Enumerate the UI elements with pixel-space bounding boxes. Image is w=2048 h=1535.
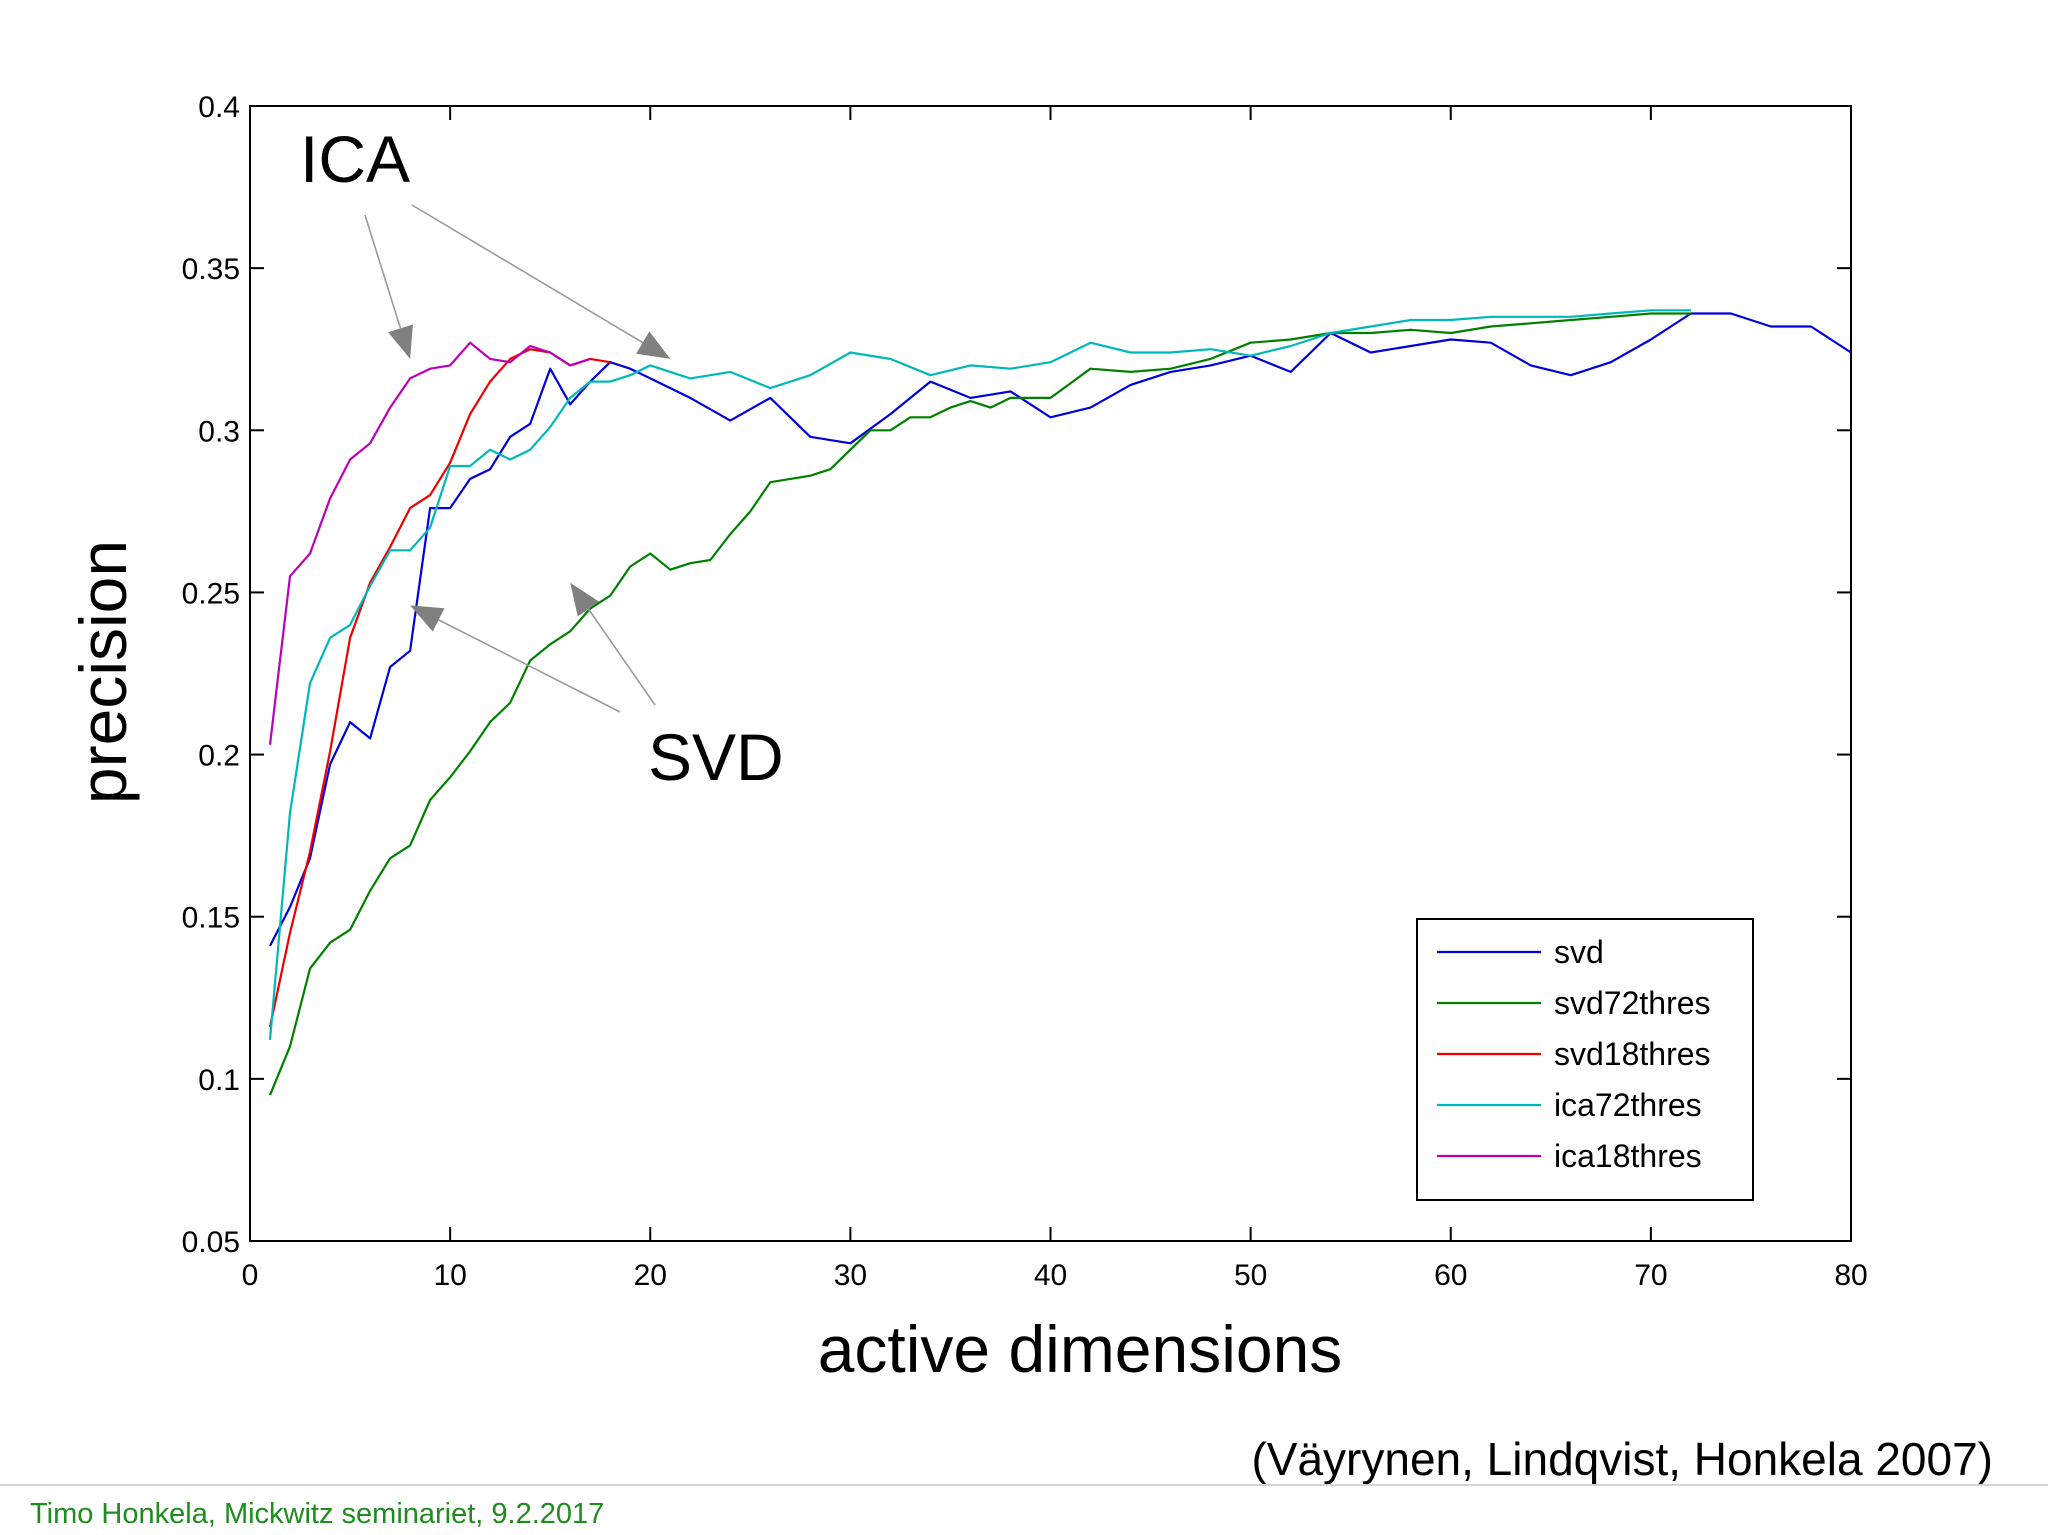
series-line-svd xyxy=(269,312,1852,947)
legend: svd svd72thres svd18thres ica72thres ica18th… xyxy=(1416,918,1754,1201)
x-tick-label: 30 xyxy=(834,1259,867,1292)
series-line-ica72thres xyxy=(268,309,1691,1040)
x-tick-label: 10 xyxy=(433,1259,466,1292)
annotation-arrow xyxy=(411,204,671,359)
arrow-shaft xyxy=(411,204,644,344)
x-axis-label: active dimensions xyxy=(818,1312,1343,1386)
x-tick-label: 60 xyxy=(1434,1259,1467,1292)
arrow-head xyxy=(570,582,600,617)
y-tick-label: 0.25 xyxy=(182,577,240,610)
annotation-label: SVD xyxy=(648,720,784,794)
x-tick-label: 20 xyxy=(634,1259,667,1292)
y-tick-label: 0.4 xyxy=(198,91,240,124)
annotation-arrow xyxy=(410,605,621,713)
footer-divider xyxy=(0,1484,2048,1486)
footer-text: Timo Honkela, Mickwitz seminariet, 9.2.2… xyxy=(30,1498,605,1530)
citation: (Väyrynen, Lindqvist, Honkela 2007) xyxy=(1251,1433,1993,1485)
y-tick-label: 0.2 xyxy=(198,740,240,773)
y-tick-label: 0.35 xyxy=(182,253,240,286)
series-line-ica18thres xyxy=(268,341,591,745)
x-tick-label: 50 xyxy=(1234,1259,1267,1292)
annotation-arrow xyxy=(364,214,413,359)
x-tick-label: 80 xyxy=(1834,1259,1867,1292)
x-tick-label: 0 xyxy=(242,1259,259,1292)
annotation-arrow xyxy=(570,582,656,706)
series-layer xyxy=(268,309,1852,1096)
arrow-shaft xyxy=(364,214,402,329)
y-tick-label: 0.1 xyxy=(198,1064,240,1097)
legend-label: svd18thres xyxy=(1554,1036,1711,1072)
legend-label: svd xyxy=(1554,934,1604,970)
legend-label: ica72thres xyxy=(1554,1087,1702,1123)
y-tick-label: 0.05 xyxy=(182,1226,240,1259)
arrow-shaft xyxy=(587,608,656,706)
y-axis-label: precision xyxy=(66,540,140,804)
x-tick-label: 70 xyxy=(1634,1259,1667,1292)
arrow-head xyxy=(636,331,671,359)
axis-ticks: 0 10 20 30 40 50 60 70 80 0.05 0.1 0.15 0.2 0.25 0.3 0.… xyxy=(182,91,1868,1292)
legend-label: ica18thres xyxy=(1554,1138,1702,1174)
arrow-head xyxy=(388,324,413,359)
legend-box xyxy=(1416,918,1754,1201)
y-tick-label: 0.15 xyxy=(182,902,240,935)
arrow-head xyxy=(410,605,445,632)
legend-label: svd72thres xyxy=(1554,985,1711,1021)
arrow-shaft xyxy=(438,619,621,713)
x-tick-label: 40 xyxy=(1034,1259,1067,1292)
annotation-label: ICA xyxy=(300,122,410,196)
y-tick-label: 0.3 xyxy=(198,415,240,448)
annotation-layer: ICA SVD xyxy=(300,122,784,794)
